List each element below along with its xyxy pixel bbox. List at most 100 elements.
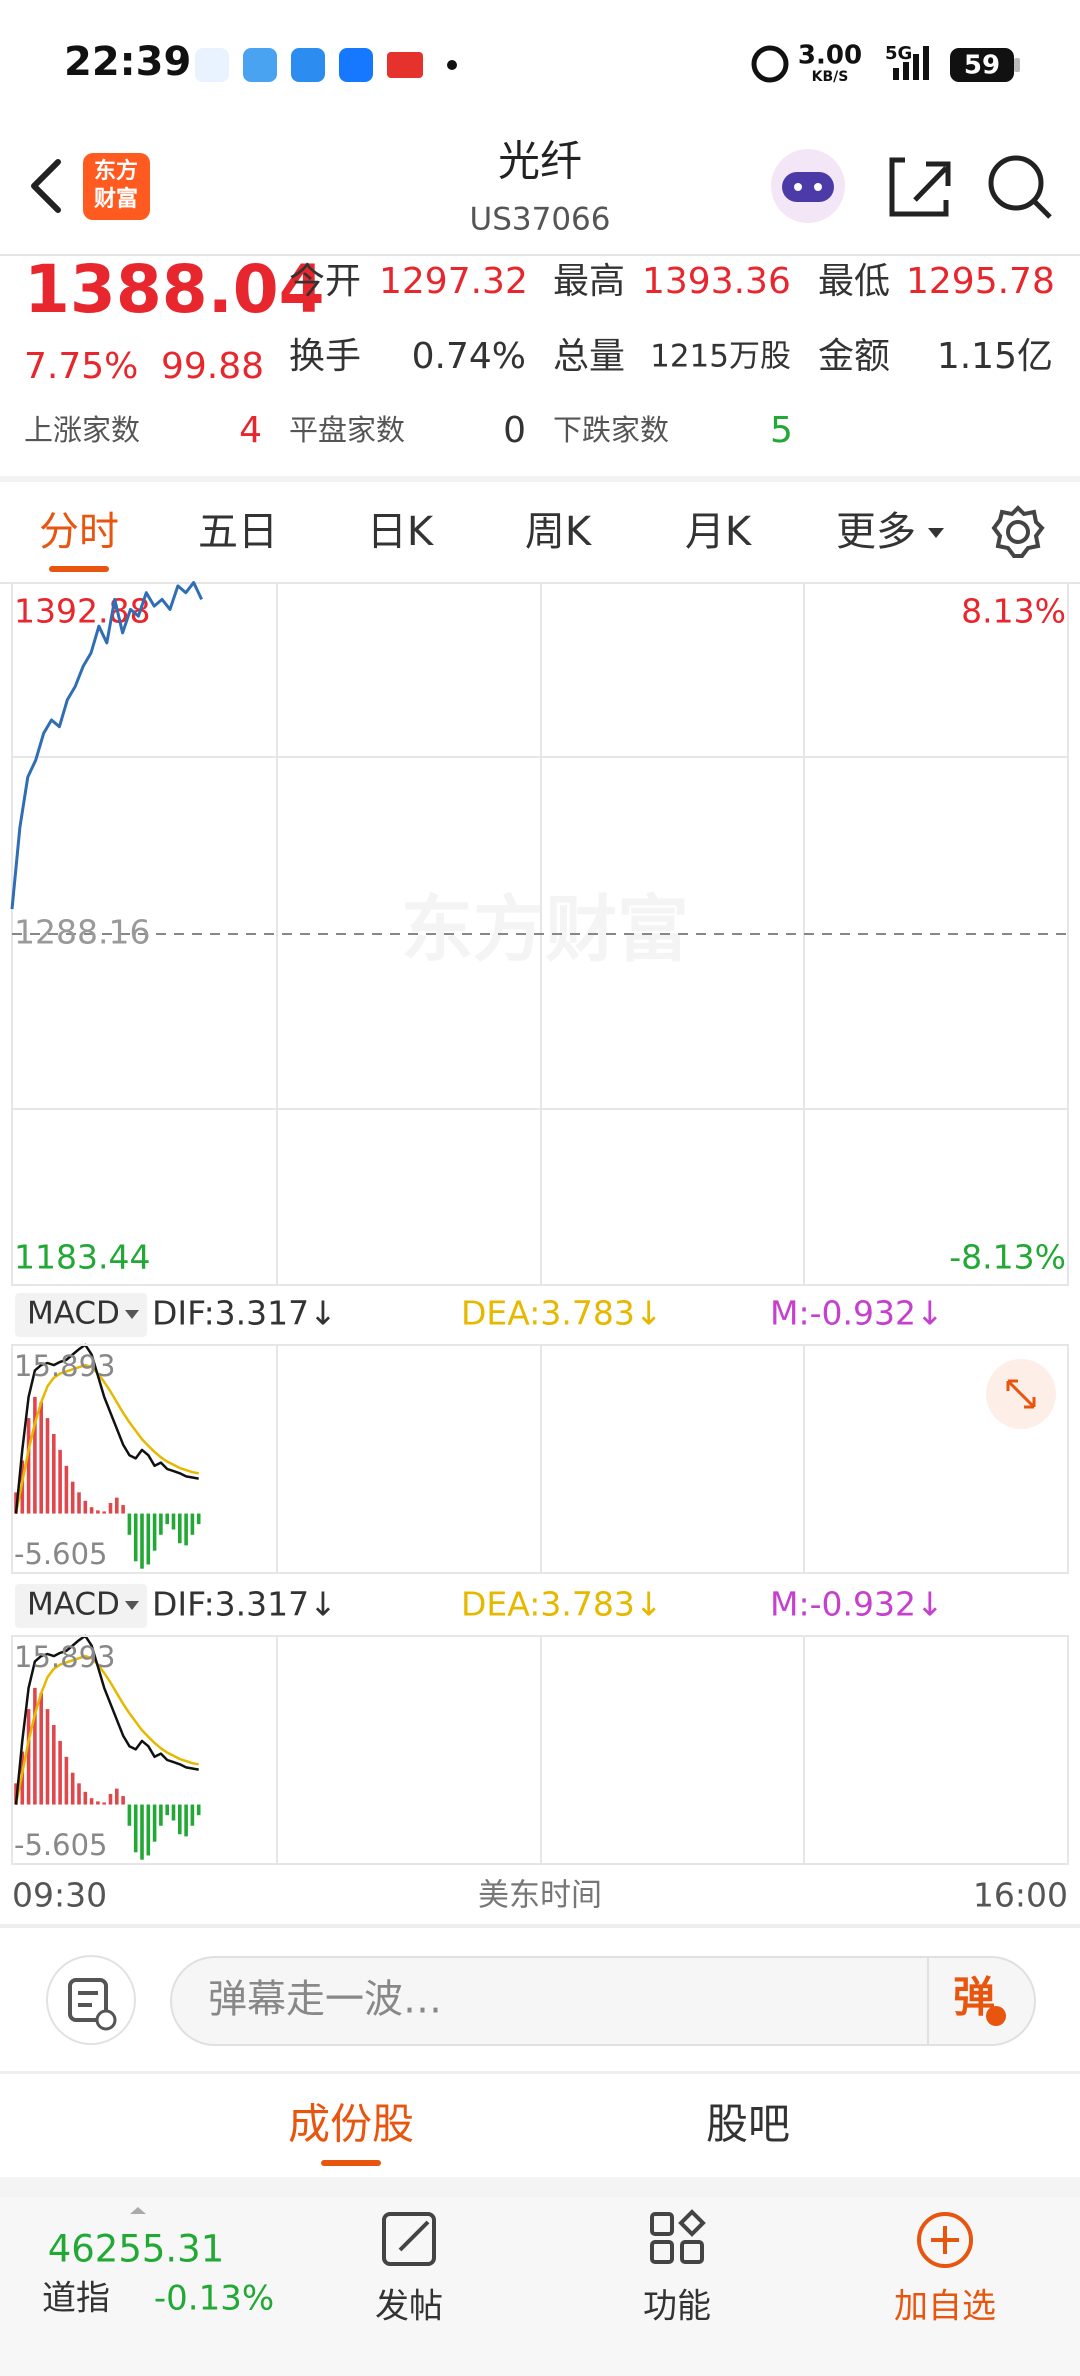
divider [0,1924,1080,1928]
macd-bar [33,1396,37,1514]
change-amount: 99.88 [161,346,264,387]
dif-label: DIF:3.317↓ [152,1585,337,1624]
macd-bar [64,1465,69,1514]
indicator-name: MACD [27,1587,120,1623]
sub-tab[interactable]: 成份股 [288,2100,414,2149]
function-icon[interactable] [650,2209,706,2264]
field-label: 今开 [289,261,361,302]
macd-bar [89,1798,94,1805]
divider [0,2071,1080,2074]
indicator-selector[interactable] [15,1293,147,1337]
macd-bar [52,1725,56,1805]
m-label: M:-0.932↓ [770,1294,944,1333]
macd-bar [83,1500,88,1514]
macd-bar [39,1693,43,1805]
post-icon[interactable] [382,2212,436,2266]
macd-bar [190,1804,195,1826]
y2-tick-label: -8.13% [949,1238,1066,1277]
logo-text: 东方 [94,158,138,184]
dif-line [14,1634,199,1805]
expand-button[interactable] [986,1359,1056,1429]
divider [0,476,1080,482]
macd-bar [39,1402,43,1514]
comment-input[interactable] [170,1956,1036,2046]
action-label[interactable]: 功能 [643,2287,711,2327]
macd-bar [184,1804,188,1837]
chart-tab[interactable]: 分时 [39,509,119,555]
y-tick-label: 1183.44 [14,1238,150,1277]
macd-bar [77,1783,81,1805]
breadth-label: 上涨家数 [24,413,140,447]
action-label[interactable]: 加自选 [894,2287,996,2327]
index-name[interactable]: 道指 [42,2279,110,2319]
macd-bar [165,1804,169,1816]
chart-tab[interactable]: 周K [525,509,593,555]
network-speed: 3.00 [798,41,862,71]
chart-tab[interactable]: 日K [367,509,435,555]
back-button[interactable] [31,159,61,213]
field-value: 1.15亿 [937,336,1053,377]
y-tick-label: 15.893 [14,1349,115,1383]
chart-tab[interactable]: 五日 [198,509,278,555]
macd-bar [89,1507,94,1514]
macd-bar [196,1513,201,1525]
macd-bar [184,1513,188,1546]
dropdown-caret [125,1601,139,1610]
macd-bar [115,1497,119,1514]
share-button[interactable] [889,157,951,217]
macd-bar [83,1791,88,1805]
settings-button[interactable] [991,505,1045,558]
dea-line [14,1363,199,1514]
tab-indicator [49,566,109,572]
comment-list-button[interactable] [46,1955,136,2045]
macd-bar [96,1801,100,1805]
breadth-value: 4 [239,410,262,451]
network-speed-unit: KB/S [812,69,849,85]
macd-bar [178,1804,182,1835]
macd-bar [102,1802,106,1805]
macd-bar [77,1492,81,1514]
macd-bar [127,1513,132,1535]
index-value[interactable]: 46255.31 [48,2228,225,2271]
app-logo [83,153,150,220]
bottom-bar [0,2197,1080,2376]
macd-bar [165,1513,169,1525]
chart-frame [11,582,1069,1865]
macd-bar [64,1756,69,1805]
y-tick-label: -5.605 [14,1537,108,1571]
macd-bar [121,1505,125,1514]
macd-bar [152,1513,157,1551]
dif-line [14,1343,199,1514]
stock-title: 光纤 [498,137,582,186]
index-caret [130,2207,146,2214]
y2-tick-label: 8.13% [961,592,1066,631]
time-start: 09:30 [12,1876,107,1915]
divider [0,2177,1080,2197]
field-value: 1297.32 [379,261,528,302]
dif-label: DIF:3.317↓ [152,1294,337,1333]
field-label: 换手 [289,336,361,377]
search-button[interactable] [988,155,1052,219]
macd-bar [26,1709,31,1805]
dea-label: DEA:3.783↓ [461,1294,663,1333]
watchlist-icon[interactable] [917,2212,973,2268]
macd-bar [152,1804,157,1842]
index-change[interactable]: -0.13% [154,2279,274,2319]
field-value: 1393.36 [642,261,791,302]
breadth-value: 0 [503,410,526,451]
indicator-selector[interactable] [15,1584,147,1628]
sub-tab[interactable]: 股吧 [706,2100,790,2149]
macd-bar [133,1513,138,1562]
ai-assistant[interactable] [771,149,845,223]
dea-line [14,1654,199,1805]
action-label[interactable]: 发帖 [375,2287,443,2327]
macd-bar [171,1513,176,1530]
macd-bar [45,1709,50,1805]
chart-tab[interactable]: 更多 [836,509,916,555]
macd-bar [190,1513,195,1535]
status-app-icons [195,48,457,82]
chart-tab[interactable]: 月K [685,509,753,555]
macd-bar [96,1510,100,1514]
y-tick-label: -5.605 [14,1828,108,1862]
